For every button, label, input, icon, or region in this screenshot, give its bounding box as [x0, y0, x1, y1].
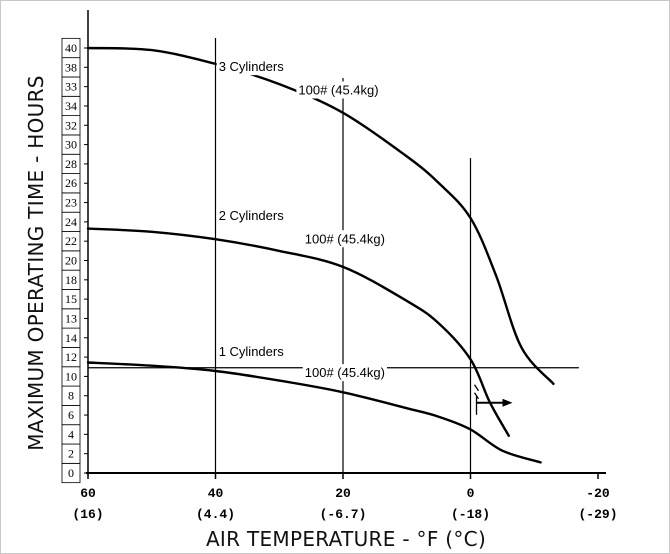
y-tick-label: 30 [65, 138, 77, 152]
x-tick-sublabel: (-18) [451, 507, 490, 522]
y-tick-label: 12 [65, 350, 77, 364]
y-tick-label: 23 [65, 196, 77, 210]
series-line-2 [86, 227, 510, 437]
y-tick-label: 26 [65, 176, 77, 190]
arrow-head [502, 398, 513, 407]
x-tick-label: 40 [208, 486, 224, 501]
y-tick-label: 8 [68, 389, 74, 403]
y-tick-label: 32 [65, 118, 77, 132]
arrow-hatch [473, 384, 480, 415]
annotation-background [216, 58, 287, 76]
chart-annotation: 100# (45.4kg) [298, 83, 378, 98]
y-tick-label: 38 [65, 60, 77, 74]
x-tick-sublabel: (4.4) [196, 507, 235, 522]
y-tick-label: 15 [65, 292, 77, 306]
y-tick-label: 33 [65, 80, 77, 94]
series-line-1 [86, 46, 555, 385]
y-tick-box [61, 37, 81, 59]
chart-annotation: 1 Cylinders [219, 344, 285, 359]
y-tick-label: 10 [65, 369, 77, 383]
y-tick-label: 6 [68, 408, 74, 422]
x-axis-label: AIR TEMPERATURE - °F (°C) [206, 527, 486, 551]
annotation-background [296, 81, 381, 99]
x-tick-label: 60 [80, 486, 96, 501]
x-tick-sublabel: (16) [72, 507, 103, 522]
y-tick-label: 2 [68, 447, 74, 461]
x-tick-label: -20 [586, 486, 610, 501]
y-tick-label: 40 [65, 41, 77, 55]
chart-annotation: 100# (45.4kg) [305, 365, 385, 380]
x-tick-sublabel: (-29) [578, 507, 617, 522]
annotation-background [302, 230, 387, 248]
y-tick-label: 18 [65, 273, 77, 287]
x-tick-sublabel: (-6.7) [320, 507, 367, 522]
x-tick-label: 0 [467, 486, 475, 501]
series-line-3 [86, 361, 542, 464]
y-tick-label: 14 [65, 331, 77, 345]
y-tick-label: 0 [68, 466, 74, 480]
y-tick-label: 20 [65, 254, 77, 268]
x-tick-label: 20 [335, 486, 351, 501]
y-tick-label: 4 [68, 427, 74, 441]
y-tick-label: 24 [65, 215, 77, 229]
y-axis-label: MAXIMUM OPERATING TIME - HOURS [24, 75, 48, 451]
y-tick-label: 22 [65, 234, 77, 248]
chart-annotation: 100# (45.4kg) [305, 231, 385, 246]
annotation-background [216, 342, 287, 360]
y-tick-label: 34 [65, 99, 77, 113]
y-tick-label: 28 [65, 157, 77, 171]
chart-annotation: 2 Cylinders [219, 208, 285, 223]
annotation-background [216, 206, 287, 224]
chart-annotation: 3 Cylinders [219, 59, 285, 74]
y-tick-label: 13 [65, 311, 77, 325]
annotation-background [302, 364, 387, 382]
